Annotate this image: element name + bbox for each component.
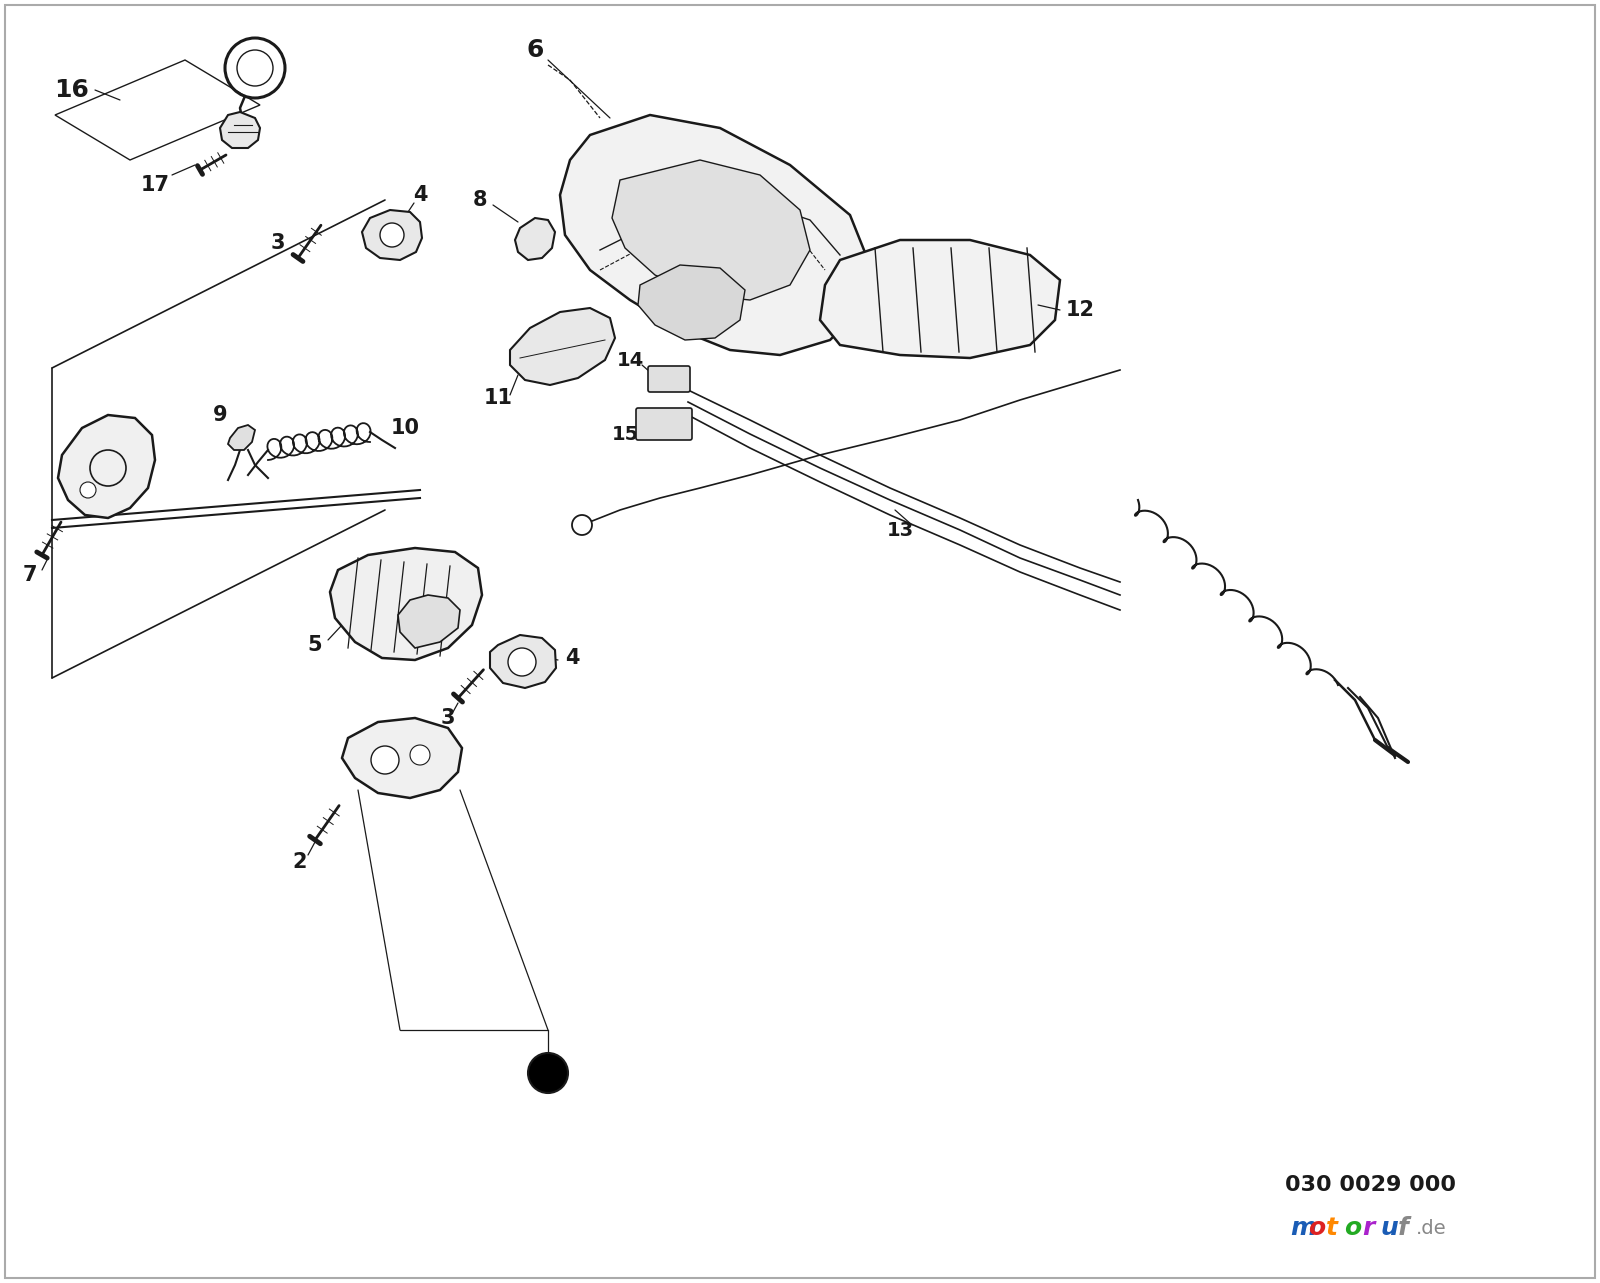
Circle shape: [381, 223, 403, 248]
Text: 14: 14: [616, 350, 643, 370]
Polygon shape: [560, 115, 870, 355]
Text: 5: 5: [307, 635, 322, 656]
Text: 10: 10: [390, 418, 419, 438]
Text: f: f: [1398, 1216, 1410, 1239]
Text: 8: 8: [472, 190, 488, 210]
Text: 13: 13: [886, 521, 914, 539]
Polygon shape: [342, 718, 462, 798]
Circle shape: [573, 514, 592, 535]
Polygon shape: [330, 548, 482, 659]
Text: 3: 3: [270, 234, 285, 253]
Polygon shape: [58, 414, 155, 518]
Text: .de: .de: [1416, 1219, 1446, 1238]
Text: r: r: [1362, 1216, 1374, 1239]
Polygon shape: [490, 635, 557, 688]
Polygon shape: [398, 595, 461, 648]
Text: 030 0029 000: 030 0029 000: [1285, 1175, 1456, 1194]
Circle shape: [410, 745, 430, 765]
Text: 16: 16: [54, 78, 90, 103]
Text: o: o: [1309, 1216, 1325, 1239]
Text: 2: 2: [293, 852, 307, 872]
FancyBboxPatch shape: [637, 408, 691, 440]
Text: 12: 12: [1066, 300, 1094, 319]
Text: o: o: [1344, 1216, 1362, 1239]
Text: m: m: [1290, 1216, 1315, 1239]
Text: 11: 11: [483, 387, 512, 408]
Circle shape: [509, 648, 536, 676]
Circle shape: [80, 482, 96, 498]
Circle shape: [371, 745, 398, 774]
Text: u: u: [1379, 1216, 1398, 1239]
Polygon shape: [515, 218, 555, 260]
Polygon shape: [638, 266, 746, 340]
Circle shape: [528, 1053, 568, 1093]
FancyBboxPatch shape: [648, 366, 690, 393]
Text: 9: 9: [213, 405, 227, 425]
Text: 4: 4: [413, 185, 427, 205]
Polygon shape: [229, 425, 254, 450]
Polygon shape: [819, 240, 1059, 358]
Text: t: t: [1326, 1216, 1338, 1239]
Polygon shape: [221, 112, 259, 148]
Text: 6: 6: [526, 38, 544, 62]
Polygon shape: [362, 210, 422, 260]
Text: 1: 1: [541, 1064, 555, 1083]
Text: 3: 3: [440, 708, 456, 727]
Text: 17: 17: [141, 174, 170, 195]
Text: 15: 15: [611, 426, 638, 444]
Polygon shape: [611, 160, 810, 300]
Text: 4: 4: [565, 648, 579, 668]
Polygon shape: [510, 308, 614, 385]
Text: 7: 7: [22, 565, 37, 585]
